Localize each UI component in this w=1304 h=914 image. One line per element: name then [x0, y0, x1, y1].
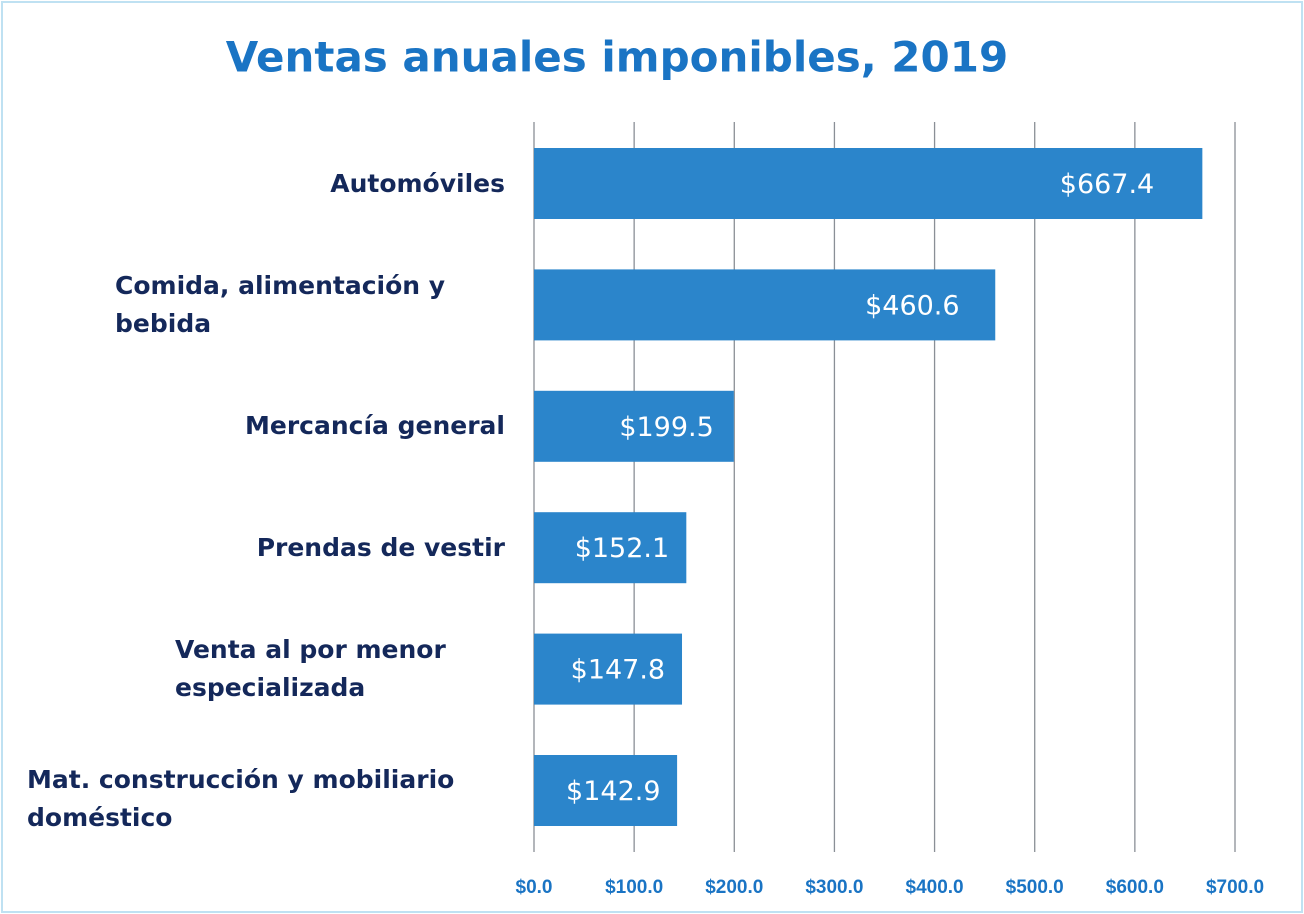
bar — [534, 148, 1203, 219]
x-tick-label: $500.0 — [1006, 877, 1064, 898]
category-label: Automóviles — [330, 168, 505, 198]
x-tick-label: $100.0 — [605, 877, 663, 898]
chart-title: Ventas anuales imponibles, 2019 — [226, 33, 1008, 82]
value-label: $667.4 — [1060, 169, 1154, 200]
category-label: Prendas de vestir — [256, 532, 505, 562]
x-tick-label: $300.0 — [805, 877, 863, 898]
bar — [534, 390, 734, 462]
x-tick-label: $400.0 — [906, 877, 964, 898]
bar — [534, 755, 678, 826]
bar — [534, 633, 683, 705]
x-tick-label: $700.0 — [1206, 877, 1264, 898]
value-label: $460.6 — [865, 290, 959, 321]
value-label: $199.5 — [619, 412, 713, 443]
value-label: $152.1 — [575, 533, 669, 564]
value-label: $147.8 — [571, 655, 665, 686]
category-label: Mat. construcción y mobiliario doméstico — [27, 764, 455, 832]
bar — [534, 269, 996, 341]
x-tick-label: $600.0 — [1106, 877, 1164, 898]
x-tick-label: $0.0 — [516, 877, 553, 898]
category-label: Venta al por menor especializada — [175, 635, 446, 703]
category-label: Mercancía general — [245, 411, 505, 441]
category-label: Comida, alimentación y bebida — [115, 270, 446, 338]
x-tick-label: $200.0 — [705, 877, 763, 898]
value-label: $142.9 — [566, 776, 660, 807]
bar — [534, 512, 687, 584]
